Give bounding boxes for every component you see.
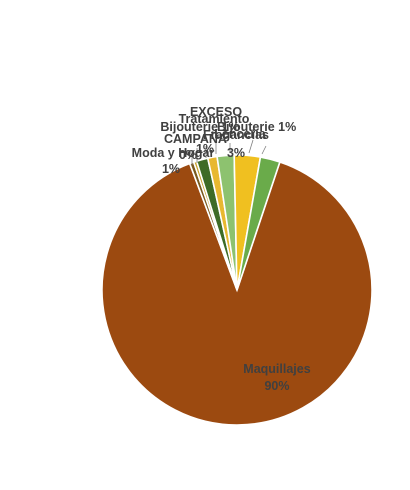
data-label-lencer-a: Lencería <box>214 127 266 141</box>
leader-lines <box>191 139 267 165</box>
data-label-bijouterie: Bijouterie 1% <box>160 120 239 134</box>
leader-line <box>261 145 267 155</box>
data-label-exceso: EXCESO <box>190 105 242 119</box>
data-label-fragancias: 1% <box>196 142 214 156</box>
data-label-tratamiento: Bijouterie 1% <box>217 120 296 134</box>
leader-line <box>248 139 254 154</box>
pie-slices <box>101 154 373 426</box>
data-label-lencer-a: 3% <box>227 146 245 160</box>
data-label-campa-a: 0% <box>179 148 197 162</box>
pie-slice-maquillajes <box>101 160 373 426</box>
pie-slice-lencer-a <box>236 156 281 291</box>
data-label-fragancias: Fragancias <box>203 128 269 142</box>
data-label-tratamiento: Tratamiento <box>179 112 250 126</box>
data-label-campa-a: CAMPAÑA <box>164 131 227 146</box>
data-label-maquillajes: Maquillajes <box>243 362 310 376</box>
data-label-moda-y-hogar: Moda y Hogar <box>132 146 215 160</box>
data-label-maquillajes: 90% <box>264 379 289 393</box>
data-label-moda-y-hogar: 1% <box>162 162 180 176</box>
